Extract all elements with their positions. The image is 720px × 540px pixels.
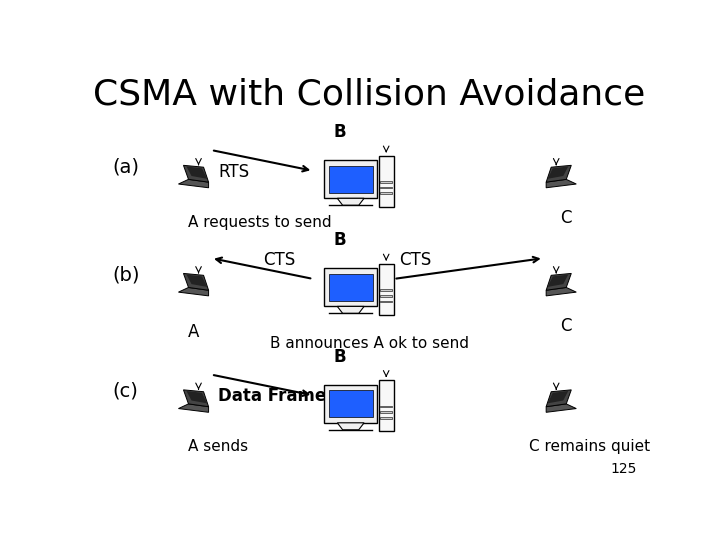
Text: 125: 125 xyxy=(611,462,637,476)
Bar xyxy=(379,156,394,207)
Polygon shape xyxy=(179,287,209,296)
Bar xyxy=(324,160,377,198)
Polygon shape xyxy=(186,391,207,403)
Bar xyxy=(329,390,373,417)
Polygon shape xyxy=(546,404,576,413)
Polygon shape xyxy=(546,273,571,291)
Polygon shape xyxy=(546,179,576,188)
Polygon shape xyxy=(337,198,364,205)
Text: C: C xyxy=(560,318,572,335)
Polygon shape xyxy=(548,166,568,179)
Bar xyxy=(380,411,392,413)
Text: A: A xyxy=(188,323,199,341)
Polygon shape xyxy=(548,391,568,403)
Text: A sends: A sends xyxy=(189,440,248,455)
Text: B: B xyxy=(333,348,346,366)
Polygon shape xyxy=(546,287,576,296)
Polygon shape xyxy=(546,165,571,182)
Polygon shape xyxy=(179,179,209,188)
Text: (c): (c) xyxy=(112,382,138,401)
Text: Data Frame: Data Frame xyxy=(218,387,327,405)
Text: RTS: RTS xyxy=(218,163,249,180)
Polygon shape xyxy=(184,165,209,182)
Bar xyxy=(380,417,392,418)
Bar xyxy=(380,181,392,183)
Bar xyxy=(329,274,373,301)
Text: B: B xyxy=(333,123,346,141)
Text: (b): (b) xyxy=(112,265,140,284)
Bar xyxy=(380,187,392,188)
Polygon shape xyxy=(186,274,207,287)
Text: C remains quiet: C remains quiet xyxy=(528,440,649,455)
Bar xyxy=(324,268,377,306)
Text: A requests to send: A requests to send xyxy=(189,215,332,230)
Bar xyxy=(380,301,392,302)
Text: B: B xyxy=(333,232,346,249)
Polygon shape xyxy=(179,404,209,413)
Polygon shape xyxy=(337,306,364,313)
Polygon shape xyxy=(546,390,571,407)
Bar xyxy=(380,289,392,291)
Bar xyxy=(379,264,394,315)
Bar xyxy=(379,380,394,431)
Text: CSMA with Collision Avoidance: CSMA with Collision Avoidance xyxy=(93,77,645,111)
Polygon shape xyxy=(184,390,209,407)
Text: C: C xyxy=(560,210,572,227)
Polygon shape xyxy=(186,166,207,179)
Polygon shape xyxy=(548,274,568,287)
Bar xyxy=(329,166,373,193)
Bar xyxy=(380,192,392,194)
Polygon shape xyxy=(337,423,364,430)
Text: (a): (a) xyxy=(112,157,140,176)
Text: CTS: CTS xyxy=(263,251,295,268)
Bar xyxy=(380,295,392,296)
Bar xyxy=(380,406,392,407)
Text: B announces A ok to send: B announces A ok to send xyxy=(269,336,469,351)
Polygon shape xyxy=(184,273,209,291)
Text: CTS: CTS xyxy=(399,251,431,268)
Bar xyxy=(324,385,377,423)
